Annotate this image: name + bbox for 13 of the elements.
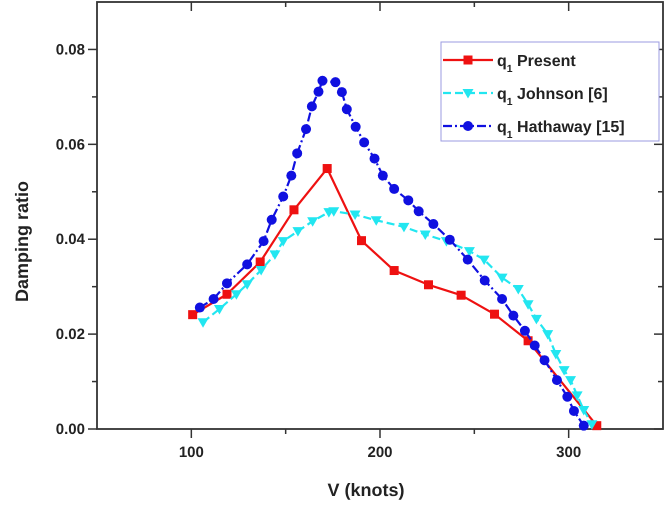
x-axis-title: V (knots) bbox=[327, 480, 405, 500]
y-tick-label: 0.02 bbox=[56, 326, 85, 344]
y-tick-label: 0.00 bbox=[56, 421, 85, 438]
y-tick-label: 0.08 bbox=[56, 41, 85, 58]
y-tick-label: 0.06 bbox=[56, 136, 85, 154]
y-tick-label: 0.04 bbox=[56, 231, 86, 248]
x-tick-label: 300 bbox=[556, 444, 582, 461]
x-tick-label: 200 bbox=[367, 444, 393, 461]
legend-label: q$_{1}$ Hathaway [15] bbox=[497, 119, 625, 140]
legend-label: q$_{1}$ Present bbox=[497, 53, 576, 74]
x-tick-label: 100 bbox=[178, 444, 204, 461]
legend-label: q$_{1}$ Johnson [6] bbox=[497, 86, 608, 108]
y-axis-title: Damping ratio bbox=[12, 180, 32, 302]
